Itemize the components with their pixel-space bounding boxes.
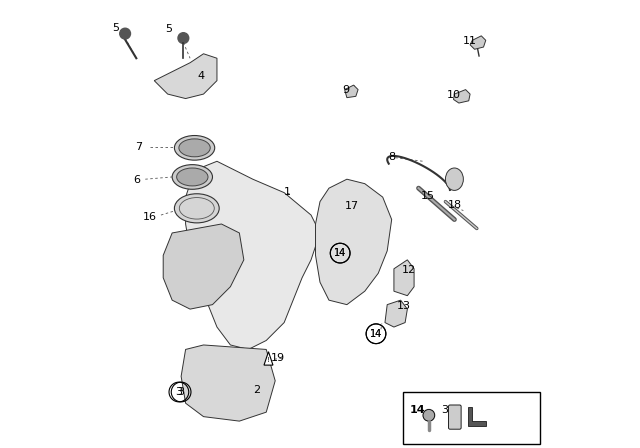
Text: 18: 18 <box>447 200 461 210</box>
Text: 5: 5 <box>112 23 119 33</box>
Polygon shape <box>264 352 273 365</box>
Text: 9: 9 <box>342 86 349 95</box>
Ellipse shape <box>174 194 219 223</box>
Text: 19: 19 <box>270 353 285 363</box>
Text: 8: 8 <box>388 152 396 162</box>
Polygon shape <box>345 85 358 98</box>
Text: 3: 3 <box>441 405 448 415</box>
Text: 00190009: 00190009 <box>483 431 526 440</box>
Text: 14: 14 <box>370 329 382 339</box>
Polygon shape <box>385 300 407 327</box>
Text: 4: 4 <box>198 71 205 81</box>
Text: 7: 7 <box>135 142 142 152</box>
Text: 14: 14 <box>370 329 382 339</box>
Text: 12: 12 <box>402 265 416 275</box>
Text: 17: 17 <box>345 201 359 211</box>
Ellipse shape <box>177 168 208 186</box>
Polygon shape <box>470 36 486 49</box>
Polygon shape <box>181 345 275 421</box>
Text: 11: 11 <box>463 36 477 46</box>
Text: 16: 16 <box>143 212 157 222</box>
Polygon shape <box>186 161 320 349</box>
Text: 14: 14 <box>334 248 346 258</box>
Circle shape <box>120 28 131 39</box>
Text: 6: 6 <box>133 175 140 185</box>
Polygon shape <box>454 90 470 103</box>
Polygon shape <box>468 407 486 426</box>
Polygon shape <box>154 54 217 99</box>
FancyBboxPatch shape <box>449 405 461 429</box>
Text: !: ! <box>267 357 270 363</box>
Text: 13: 13 <box>397 301 412 310</box>
Text: 5: 5 <box>166 24 173 34</box>
Text: 1: 1 <box>284 187 291 197</box>
Text: 14: 14 <box>410 405 425 415</box>
Text: 3: 3 <box>175 387 182 397</box>
Ellipse shape <box>172 165 212 190</box>
Text: 14: 14 <box>334 248 346 258</box>
Text: 15: 15 <box>420 191 435 201</box>
Ellipse shape <box>174 135 215 160</box>
Text: 3: 3 <box>178 387 184 397</box>
Text: 10: 10 <box>447 90 461 100</box>
Polygon shape <box>316 179 392 305</box>
Circle shape <box>178 33 189 43</box>
Circle shape <box>423 409 435 421</box>
Ellipse shape <box>445 168 463 190</box>
Polygon shape <box>394 260 414 296</box>
Bar <box>403 392 540 444</box>
Text: 2: 2 <box>253 385 260 395</box>
Ellipse shape <box>179 139 210 157</box>
Polygon shape <box>163 224 244 309</box>
